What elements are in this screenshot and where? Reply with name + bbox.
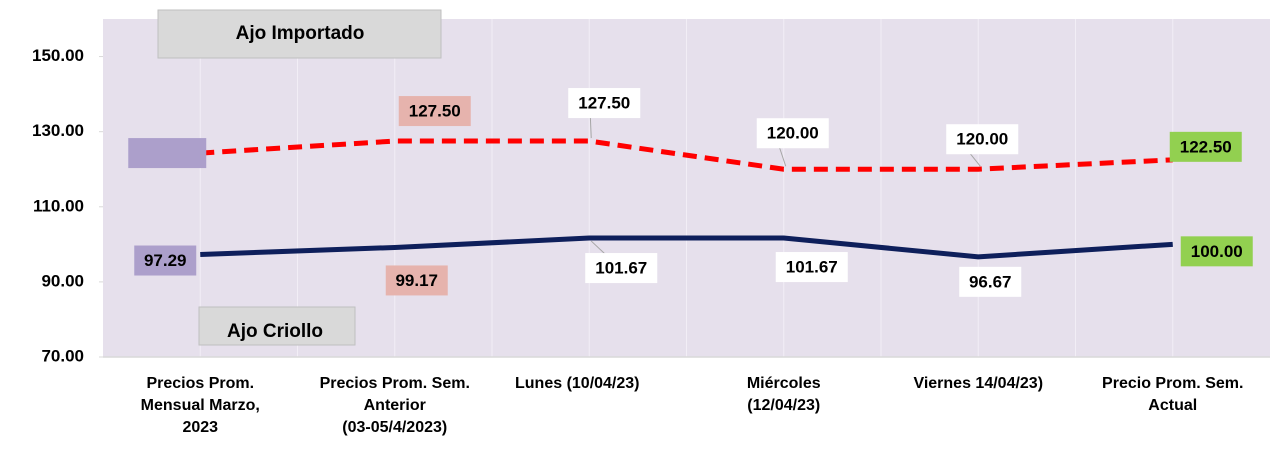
value-label: 122.50 bbox=[1180, 137, 1232, 156]
x-tick-label: Lunes (10/04/23) bbox=[515, 375, 640, 392]
value-label: 120.00 bbox=[767, 124, 819, 143]
x-tick-label: Precios Prom. Mensual Marzo, 2023 bbox=[140, 375, 260, 436]
series-line bbox=[200, 235, 1173, 260]
value-label-box bbox=[959, 266, 1022, 297]
value-label-box bbox=[1169, 131, 1242, 162]
series-name-box bbox=[157, 9, 442, 59]
leader-line bbox=[778, 145, 787, 167]
value-label-box bbox=[128, 138, 207, 169]
value-label-box bbox=[775, 252, 848, 283]
value-label-box bbox=[756, 118, 829, 149]
y-tick-label: 70.00 bbox=[41, 346, 84, 365]
value-label-box bbox=[946, 124, 1019, 155]
value-label: 101.67 bbox=[595, 259, 647, 278]
y-tick-label: 150.00 bbox=[32, 46, 84, 65]
value-label-box bbox=[585, 253, 658, 284]
value-label: 99.17 bbox=[395, 271, 438, 290]
value-label: 101.67 bbox=[786, 258, 838, 277]
value-label: 120.00 bbox=[956, 130, 1008, 149]
x-tick-label: Precios Prom. Sem. Anterior (03-05/4/202… bbox=[319, 375, 470, 436]
value-label: 100.00 bbox=[1191, 242, 1243, 261]
value-label-box bbox=[568, 88, 641, 119]
value-label: 96.67 bbox=[969, 272, 1012, 291]
series-line bbox=[200, 138, 1173, 172]
legend-label: Ajo Criollo bbox=[227, 321, 323, 342]
x-tick-label: Precio Prom. Sem. Actual bbox=[1102, 375, 1244, 414]
value-label-box bbox=[134, 245, 197, 276]
x-tick-label: Viernes 14/04/23) bbox=[913, 375, 1044, 392]
y-tick-label: 90.00 bbox=[41, 271, 84, 290]
legend-label: Ajo Importado bbox=[236, 23, 365, 44]
leader-line bbox=[589, 115, 592, 139]
value-label-box bbox=[1180, 236, 1253, 267]
value-label: 127.50 bbox=[578, 94, 630, 113]
x-tick-label: Miércoles (12/04/23) bbox=[746, 375, 821, 414]
value-label: 127.50 bbox=[409, 102, 461, 121]
value-label-box bbox=[385, 265, 448, 296]
value-label: 97.29 bbox=[144, 251, 187, 270]
y-tick-label: 130.00 bbox=[32, 121, 84, 140]
series-name-box bbox=[198, 306, 356, 346]
y-tick-label: 110.00 bbox=[33, 196, 84, 215]
value-label-box bbox=[398, 96, 471, 127]
